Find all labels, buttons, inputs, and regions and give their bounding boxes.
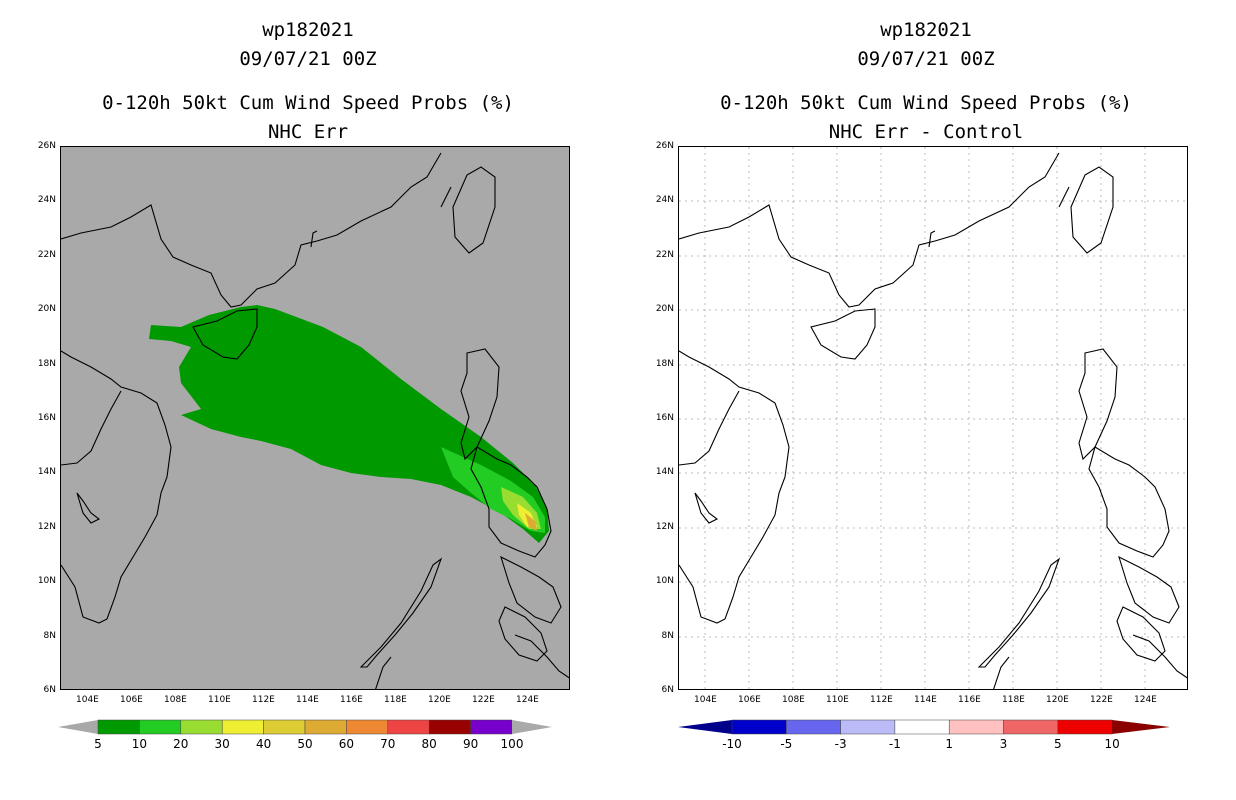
left-lat-label: 20N bbox=[37, 304, 56, 315]
left-colorbar-label: 80 bbox=[421, 737, 437, 751]
left-title-storm: wp182021 bbox=[262, 19, 354, 41]
right-map-canvas bbox=[679, 147, 1187, 689]
right-colorbar-box bbox=[1057, 719, 1113, 735]
prob-swath-50-60 bbox=[525, 513, 537, 531]
right-lat-label: 20N bbox=[655, 304, 674, 315]
left-colorbar-label: 100 bbox=[500, 737, 524, 751]
left-colorbar-label: 20 bbox=[173, 737, 189, 751]
right-colorbar-low-end bbox=[678, 720, 732, 734]
right-colorbar bbox=[678, 719, 1170, 735]
right-lat-label: 26N bbox=[655, 141, 674, 151]
left-colorbar-label: 40 bbox=[255, 737, 272, 751]
left-colorbar-label: 5 bbox=[94, 737, 102, 751]
right-colorbar-box bbox=[786, 719, 841, 735]
right-lon-label: 108E bbox=[782, 695, 805, 705]
prob-swath-5-10 bbox=[149, 305, 549, 543]
right-lon-label: 104E bbox=[694, 695, 717, 705]
left-map bbox=[60, 146, 570, 690]
right-lat-label: 12N bbox=[655, 521, 674, 532]
right-colorbar-box bbox=[1003, 719, 1059, 735]
left-lon-label: 112E bbox=[252, 695, 275, 705]
right-lat-label: 24N bbox=[655, 195, 674, 206]
left-lat-label: 16N bbox=[37, 413, 56, 423]
left-colorbar-label: 10 bbox=[131, 737, 148, 751]
right-lat-label: 6N bbox=[661, 685, 674, 695]
left-colorbar-label: 90 bbox=[462, 737, 479, 751]
right-colorbar-high-end bbox=[1112, 720, 1170, 734]
right-lon-label: 122E bbox=[1090, 695, 1113, 705]
left-colorbar-label: 70 bbox=[380, 737, 396, 751]
right-lon-label: 112E bbox=[870, 695, 893, 705]
left-colorbar-low-end bbox=[58, 720, 98, 734]
right-title-date: 09/07/21 00Z bbox=[857, 48, 995, 70]
right-lon-label: 124E bbox=[1134, 695, 1157, 705]
left-colorbar bbox=[58, 719, 552, 735]
left-colorbar-high-end bbox=[512, 720, 552, 734]
right-lon-label: 118E bbox=[1002, 695, 1025, 705]
right-colorbar-box bbox=[731, 719, 787, 735]
left-lon-label: 104E bbox=[76, 695, 99, 705]
left-lon-label: 108E bbox=[164, 695, 187, 705]
right-lat-label: 18N bbox=[655, 358, 674, 369]
right-lat-label: 16N bbox=[655, 413, 674, 423]
right-lon-label: 116E bbox=[958, 695, 981, 705]
left-lat-label: 10N bbox=[37, 576, 56, 587]
right-lon-label: 106E bbox=[738, 695, 761, 705]
right-map bbox=[678, 146, 1188, 690]
left-map-canvas bbox=[61, 152, 569, 689]
left-lat-label: 24N bbox=[37, 195, 56, 206]
left-lat-label: 6N bbox=[43, 685, 56, 695]
right-lat-label: 14N bbox=[655, 467, 674, 478]
coastlines bbox=[61, 152, 569, 689]
left-lon-label: 118E bbox=[384, 695, 407, 705]
right-title-product: 0-120h 50kt Cum Wind Speed Probs (%) bbox=[720, 92, 1132, 114]
right-lon-label: 110E bbox=[826, 695, 849, 705]
right-colorbar-label: -5 bbox=[780, 737, 793, 751]
left-lat-label: 26N bbox=[37, 141, 56, 151]
left-lon-label: 120E bbox=[428, 695, 451, 705]
left-lon-label: 116E bbox=[340, 695, 363, 705]
left-title-product: 0-120h 50kt Cum Wind Speed Probs (%) bbox=[102, 92, 514, 114]
right-title-storm: wp182021 bbox=[880, 19, 972, 41]
right-colorbar-label: -3 bbox=[834, 737, 847, 751]
left-lat-label: 14N bbox=[37, 467, 56, 478]
right-colorbar-label: 3 bbox=[999, 737, 1008, 751]
left-lat-label: 12N bbox=[37, 521, 56, 532]
right-colorbar-label: 5 bbox=[1053, 737, 1062, 751]
right-colorbar-label: -10 bbox=[722, 737, 742, 751]
coastlines bbox=[679, 152, 1187, 689]
right-colorbar-label: 10 bbox=[1104, 737, 1120, 751]
right-lon-label: 120E bbox=[1046, 695, 1069, 705]
right-colorbar-box bbox=[948, 719, 1004, 735]
right-lat-label: 22N bbox=[655, 249, 674, 260]
right-colorbar-label: 1 bbox=[945, 737, 954, 751]
left-lat-label: 22N bbox=[37, 249, 56, 260]
right-lat-label: 10N bbox=[655, 576, 674, 587]
right-colorbar-box bbox=[894, 719, 950, 735]
left-lon-label: 110E bbox=[208, 695, 231, 705]
right-colorbar-label: -1 bbox=[888, 737, 901, 751]
left-colorbar-label: 60 bbox=[338, 737, 355, 751]
left-lat-label: 18N bbox=[37, 358, 56, 369]
left-title-date: 09/07/21 00Z bbox=[239, 48, 377, 70]
left-colorbar-label: 30 bbox=[214, 737, 230, 751]
left-lat-label: 8N bbox=[43, 630, 56, 641]
left-title-model: NHC Err bbox=[267, 121, 349, 143]
right-lon-label: 114E bbox=[914, 695, 937, 705]
left-lon-label: 114E bbox=[296, 695, 319, 705]
right-colorbar-box bbox=[840, 719, 896, 735]
right-title-model: NHC Err - Control bbox=[828, 121, 1024, 143]
right-lat-label: 8N bbox=[661, 630, 674, 641]
left-lon-label: 122E bbox=[472, 695, 495, 705]
left-colorbar-label: 50 bbox=[297, 737, 313, 751]
left-lon-label: 106E bbox=[120, 695, 143, 705]
left-lon-label: 124E bbox=[516, 695, 539, 705]
gridlines bbox=[679, 147, 1187, 689]
